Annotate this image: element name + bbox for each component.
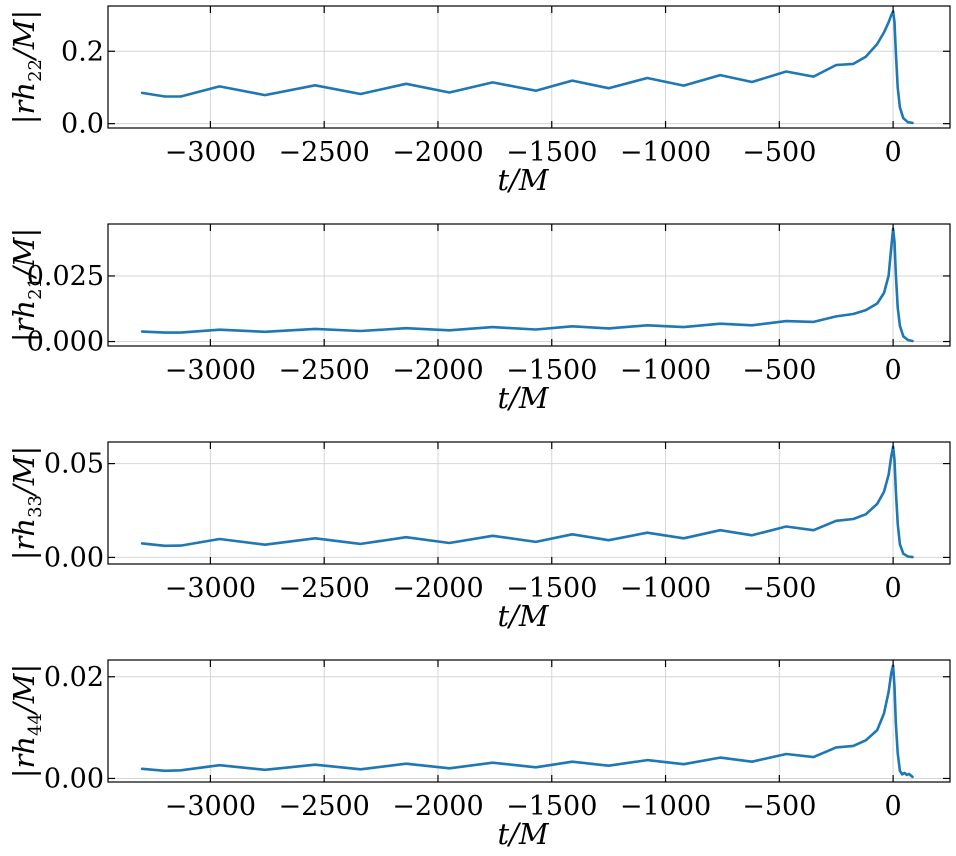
y-tick-label: 0.2 [61, 36, 104, 67]
y-tick-label: 0.00 [44, 763, 104, 794]
x-tick-label: 0 [885, 791, 902, 822]
x-tick-label: −2000 [392, 355, 483, 386]
series-line-h21 [140, 227, 914, 343]
y-axis-title: |rh22/M| [7, 10, 46, 124]
x-tick-label: −1500 [506, 355, 597, 386]
x-tick-label: −1500 [506, 791, 597, 822]
series-line-h33 [140, 445, 914, 559]
plot-frame [107, 5, 951, 129]
x-axis-title: t/M [497, 163, 549, 197]
x-tick-label: −1000 [620, 355, 711, 386]
x-tick-label: −1500 [506, 573, 597, 604]
x-tick-label: −500 [742, 791, 816, 822]
y-axis-title: |rh44/M| [7, 664, 46, 778]
x-tick-label: −3000 [165, 137, 256, 168]
x-tick-label: −2500 [279, 355, 370, 386]
x-tick-label: −2000 [392, 791, 483, 822]
plot-frame [107, 659, 951, 783]
series-line-h44 [140, 664, 914, 779]
y-tick-label: 0.025 [27, 261, 104, 292]
panel-h21: −3000 −2500 −2000 −1500 −1000 −500 0 0.000 0.025… [7, 223, 951, 415]
x-axis-title: t/M [497, 381, 549, 415]
x-tick-label: −500 [742, 355, 816, 386]
x-tick-label: −1000 [620, 791, 711, 822]
x-tick-label: −3000 [165, 573, 256, 604]
x-tick-label: −1000 [620, 573, 711, 604]
y-tick-label: 0.000 [27, 327, 104, 358]
x-tick-label: −2500 [279, 791, 370, 822]
x-tick-label: −1000 [620, 137, 711, 168]
y-axis-title: |rh21/M| [7, 228, 46, 342]
series-line-h22 [140, 10, 914, 125]
x-tick-label: −2500 [279, 137, 370, 168]
y-axis-title: |rh33/M| [7, 446, 46, 560]
x-axis-title: t/M [497, 817, 549, 851]
y-tick-label: 0.00 [44, 542, 104, 573]
x-tick-label: −3000 [165, 791, 256, 822]
y-tick-label: 0.05 [44, 449, 104, 480]
x-tick-label: 0 [885, 573, 902, 604]
y-tick-label: 0.02 [44, 662, 104, 693]
x-tick-label: −500 [742, 573, 816, 604]
panel-h33: −3000 −2500 −2000 −1500 −1000 −500 0 0.00 0.05 t/… [7, 441, 951, 633]
x-tick-label: −2000 [392, 137, 483, 168]
x-tick-label: −3000 [165, 355, 256, 386]
plot-frame [107, 223, 951, 347]
panel-h44: −3000 −2500 −2000 −1500 −1000 −500 0 0.00 0.02 t/… [7, 659, 951, 851]
panel-h22: −3000 −2500 −2000 −1500 −1000 −500 0 0.0 0.2 t/M |… [7, 5, 951, 197]
y-tick-label: 0.0 [61, 109, 104, 140]
x-tick-label: −500 [742, 137, 816, 168]
x-tick-label: −2500 [279, 573, 370, 604]
plot-frame [107, 441, 951, 565]
x-tick-label: 0 [885, 355, 902, 386]
x-tick-label: 0 [885, 137, 902, 168]
x-tick-label: −2000 [392, 573, 483, 604]
x-axis-title: t/M [497, 599, 549, 633]
x-tick-label: −1500 [506, 137, 597, 168]
